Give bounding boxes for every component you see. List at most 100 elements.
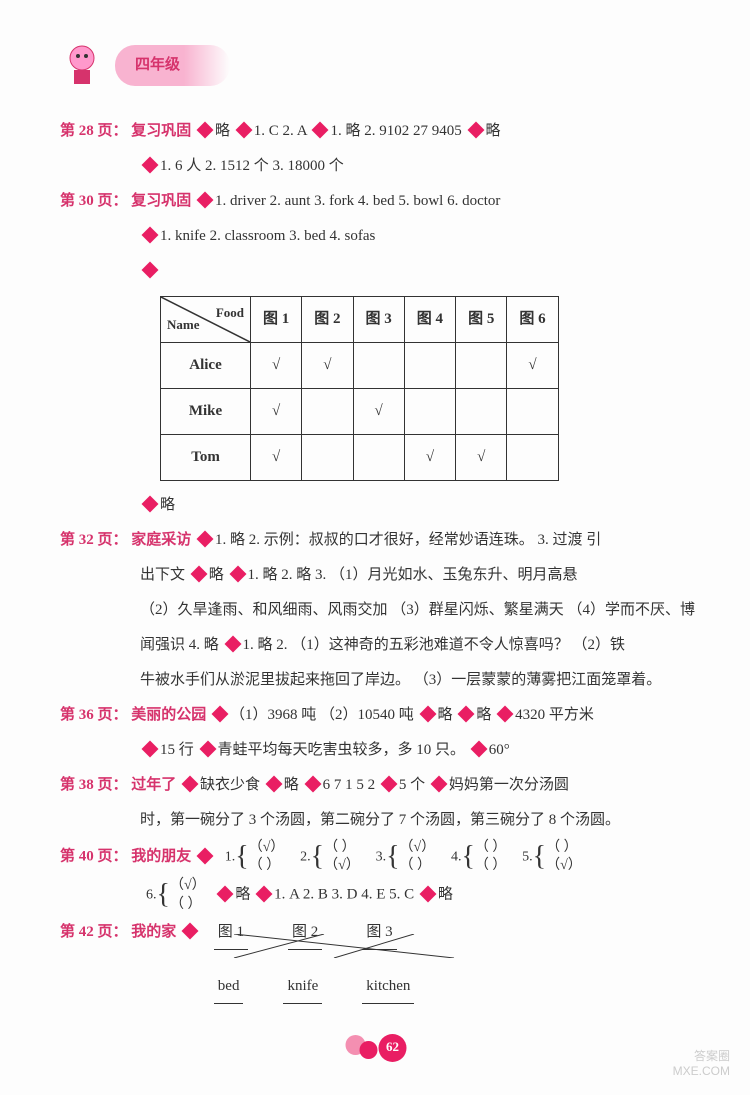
text-line: 牛被水手们从淤泥里拔起来拖回了岸边。 （3）一层蒙蒙的薄雾把江面笼罩着。 — [140, 664, 700, 697]
diamond-icon — [142, 157, 159, 174]
cell — [404, 389, 455, 435]
text: 1. driver 2. aunt 3. fork 4. bed 5. bowl… — [215, 193, 500, 209]
table-lead — [140, 255, 700, 288]
text: 1. 略 2. （1）这神奇的五彩池难道不令人惊喜吗？ （2）铁 — [243, 637, 626, 653]
diamond-icon — [467, 122, 484, 139]
text: 略 — [215, 123, 230, 139]
text: 5 个 — [399, 777, 425, 793]
footer-mascot-icon — [344, 1030, 379, 1065]
section-title: 我的朋友 — [131, 849, 191, 865]
watermark-text: 答案圈 — [673, 1049, 730, 1065]
diamond-icon — [142, 227, 159, 244]
col-header: 图 3 — [353, 297, 404, 343]
text: 1. knife 2. classroom 3. bed 4. sofas — [160, 228, 375, 244]
text: 略 — [486, 123, 501, 139]
page-ref-38: 第 38 页： — [60, 777, 128, 793]
section-title: 复习巩固 — [131, 123, 191, 139]
section-p42: 第 42 页： 我的家 图 1 图 2 图 3 bed knife kitche… — [60, 916, 700, 1004]
cell — [456, 389, 507, 435]
diamond-icon — [190, 566, 207, 583]
section-title: 家庭采访 — [131, 532, 191, 548]
cell — [353, 435, 404, 481]
diamond-icon — [304, 776, 321, 793]
cell — [353, 343, 404, 389]
col-header: 图 5 — [456, 297, 507, 343]
text: 妈妈第一次分汤圆 — [449, 777, 569, 793]
diamond-icon — [142, 262, 159, 279]
diamond-icon — [497, 706, 514, 723]
section-title: 过年了 — [131, 777, 176, 793]
cell: √ — [507, 343, 558, 389]
label: Name — [167, 311, 200, 340]
text: 1. 略 2. 略 3. （1）月光如水、玉兔东升、明月高悬 — [248, 567, 578, 583]
food-table: Food Name 图 1 图 2 图 3 图 4 图 5 图 6 Alice … — [160, 296, 559, 481]
diamond-icon — [265, 776, 282, 793]
grade-banner: 四年级 — [115, 45, 230, 86]
text-line: 闻强识 4. 略 1. 略 2. （1）这神奇的五彩池难道不令人惊喜吗？ （2）… — [140, 629, 700, 662]
watermark: 答案圈 MXE.COM — [673, 1049, 730, 1080]
diamond-icon — [142, 496, 159, 513]
text: （1）3968 吨 （2）10540 吨 — [230, 707, 414, 723]
diamond-icon — [199, 741, 216, 758]
text: 1. C 2. A — [254, 123, 307, 139]
page-ref-32: 第 32 页： — [60, 532, 128, 548]
match-bot: bed — [214, 970, 244, 1004]
diamond-icon — [419, 706, 436, 723]
section-title: 复习巩固 — [131, 193, 191, 209]
text: 1. 6 人 2. 1512 个 3. 18000 个 — [160, 158, 344, 174]
text: 略 — [476, 707, 491, 723]
page-ref-42: 第 42 页： — [60, 924, 128, 940]
page-header: 四年级 — [60, 40, 700, 90]
text: 略 — [235, 887, 250, 903]
text: （2）久旱逢雨、和风细雨、风雨交加 （3）群星闪烁、繁星满天 （4）学而不厌、博 — [140, 602, 695, 618]
cell — [404, 343, 455, 389]
diamond-icon — [197, 192, 214, 209]
text-line: 6.{（√）（ ） 略 1. A 2. B 3. D 4. E 5. C 略 — [140, 877, 700, 913]
page-ref-40: 第 40 页： — [60, 849, 128, 865]
text: 略 — [438, 887, 453, 903]
bracket-q6: 6.{（√）（ ） — [146, 877, 206, 913]
diamond-icon — [430, 776, 447, 793]
section-p28: 第 28 页： 复习巩固 略 1. C 2. A 1. 略 2. 9102 27… — [60, 115, 700, 148]
section-p36: 第 36 页： 美丽的公园 （1）3968 吨 （2）10540 吨 略 略 4… — [60, 699, 700, 732]
row-name: Tom — [161, 435, 251, 481]
cell: √ — [251, 435, 302, 481]
page-footer: 62 — [344, 1030, 407, 1065]
table-row: Alice √ √ √ — [161, 343, 559, 389]
bracket-q4: 4.{（ ）（ ） — [451, 839, 506, 875]
row-name: Mike — [161, 389, 251, 435]
bracket-q5: 5.{（ ）（√） — [522, 839, 582, 875]
cell — [507, 435, 558, 481]
col-header: 图 4 — [404, 297, 455, 343]
diamond-icon — [256, 886, 273, 903]
text: 1. 略 2. 示例：叔叔的口才很好，经常妙语连珠。 3. 过渡 引 — [215, 532, 601, 548]
diamond-icon — [182, 776, 199, 793]
match-bot: kitchen — [362, 970, 414, 1004]
cell — [302, 435, 353, 481]
text: 略 — [438, 707, 453, 723]
cell: √ — [404, 435, 455, 481]
diamond-icon — [182, 922, 199, 939]
text: 4320 平方米 — [515, 707, 594, 723]
diamond-icon — [380, 776, 397, 793]
text: 闻强识 4. 略 — [140, 637, 219, 653]
diamond-icon — [470, 741, 487, 758]
matching-diagram: 图 1 图 2 图 3 bed knife kitchen — [214, 916, 415, 1004]
text: 略 — [209, 567, 224, 583]
match-bot: knife — [283, 970, 322, 1004]
text-line: 15 行 青蛙平均每天吃害虫较多，多 10 只。 60° — [140, 734, 700, 767]
cell: √ — [251, 343, 302, 389]
page-ref-36: 第 36 页： — [60, 707, 128, 723]
text-line: 时，第一碗分了 3 个汤圆，第二碗分了 7 个汤圆，第三碗分了 8 个汤圆。 — [140, 804, 700, 837]
cell: √ — [251, 389, 302, 435]
text: 1. A 2. B 3. D 4. E 5. C — [274, 887, 414, 903]
text-line: 1. knife 2. classroom 3. bed 4. sofas — [140, 220, 700, 253]
cell — [507, 389, 558, 435]
section-title: 美丽的公园 — [131, 707, 206, 723]
page-ref-28: 第 28 页： — [60, 123, 128, 139]
text: 缺衣少食 — [200, 777, 260, 793]
text: 6 7 1 5 2 — [323, 777, 376, 793]
section-title: 我的家 — [131, 924, 176, 940]
diamond-icon — [212, 706, 229, 723]
page-number: 62 — [379, 1034, 407, 1062]
